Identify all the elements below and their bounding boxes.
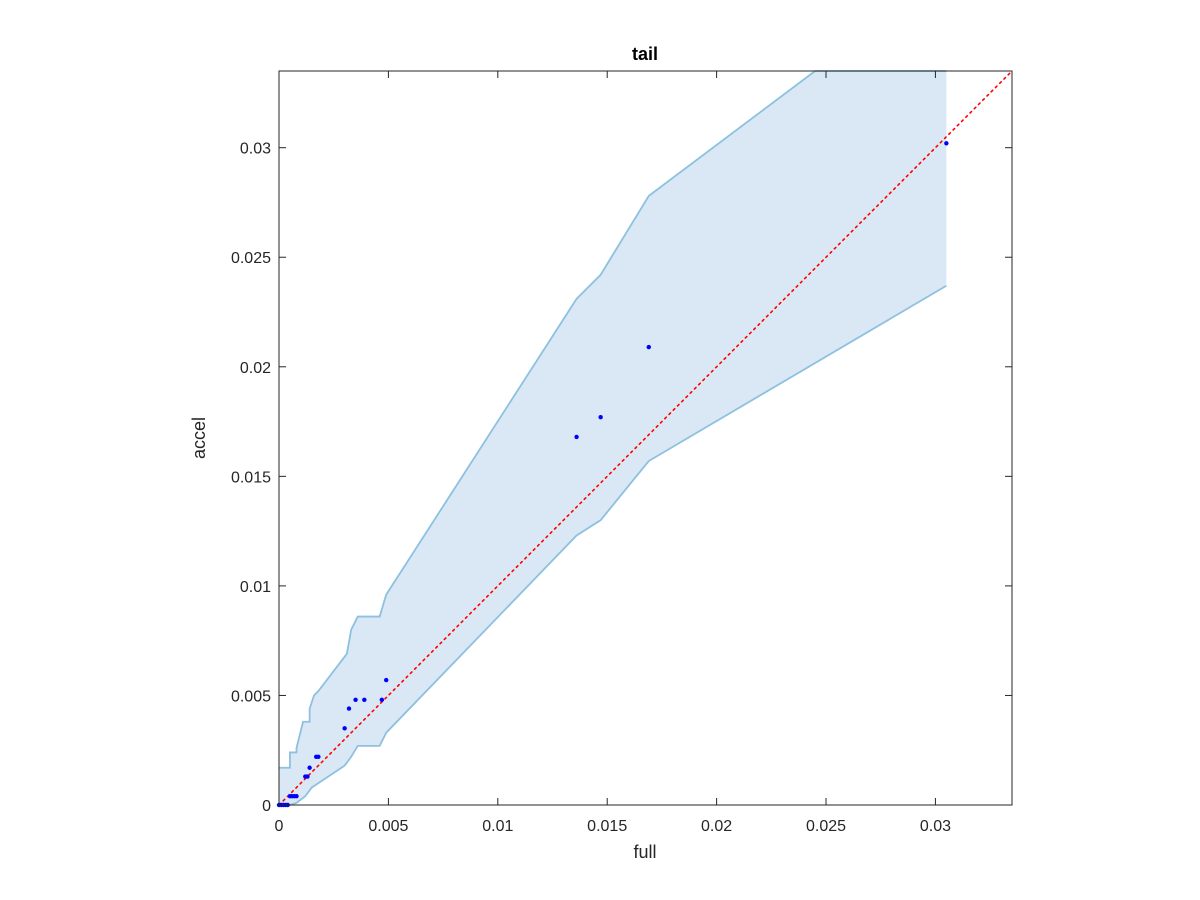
y-tick-label: 0.015 (231, 469, 271, 486)
chart-title: tail (632, 44, 658, 64)
x-axis: 0 0.005 0.01 0.015 0.02 0.025 0.03 (275, 71, 951, 835)
data-point (353, 697, 358, 703)
band-fill (279, 71, 947, 805)
x-tick-label: 0.02 (701, 818, 732, 835)
data-point (305, 774, 310, 779)
plot-frame (278, 70, 1013, 806)
data-point (294, 794, 299, 799)
y-tick-label: 0.02 (240, 360, 271, 377)
y-tick-label: 0.01 (240, 579, 271, 596)
data-point (307, 765, 312, 770)
x-tick-label: 0 (275, 818, 284, 835)
identity-line (278, 70, 1013, 806)
data-point (598, 414, 603, 420)
data-point (316, 754, 321, 759)
data-point (384, 677, 389, 683)
y-axis-label: accel (189, 417, 209, 459)
data-point (346, 706, 352, 711)
x-tick-label: 0.025 (806, 818, 846, 835)
y-axis: 0 0.005 0.01 0.015 0.02 0.025 0.03 (231, 141, 1012, 815)
data-point (944, 141, 949, 146)
x-tick-label: 0.03 (920, 818, 951, 835)
x-tick-label: 0.015 (587, 818, 627, 835)
y-tick-label: 0 (262, 798, 271, 815)
band-upper-edge (279, 70, 947, 769)
x-tick-label: 0.01 (482, 818, 513, 835)
data-points (276, 141, 949, 808)
confidence-band (279, 70, 947, 806)
y-tick-label: 0.005 (231, 688, 271, 705)
y-tick-label: 0.025 (231, 250, 271, 267)
x-tick-label: 0.005 (368, 818, 408, 835)
band-lower-edge (279, 284, 947, 806)
x-axis-label: full (633, 842, 656, 862)
data-point (379, 697, 385, 703)
data-point (362, 697, 367, 703)
reference-line (278, 70, 1013, 806)
data-point (342, 726, 347, 731)
data-point (646, 344, 651, 350)
y-tick-label: 0.03 (240, 141, 271, 158)
data-point (574, 434, 579, 440)
